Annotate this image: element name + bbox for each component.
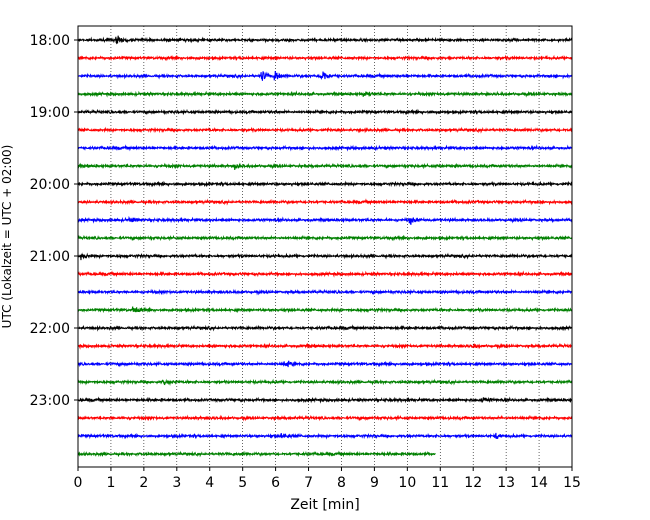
x-tick-label: 3 bbox=[172, 475, 181, 491]
x-tick-label: 1 bbox=[106, 475, 115, 491]
x-tick-label: 11 bbox=[431, 475, 449, 491]
trace-1830 bbox=[77, 70, 573, 81]
x-tick-label: 9 bbox=[370, 475, 379, 491]
trace-1915 bbox=[77, 126, 573, 134]
trace-1945 bbox=[77, 162, 573, 171]
trace-2145 bbox=[77, 306, 573, 314]
y-tick-label: 21:00 bbox=[30, 249, 70, 265]
trace-1845 bbox=[77, 90, 573, 98]
trace-2045 bbox=[77, 234, 573, 242]
trace-2230 bbox=[77, 360, 573, 368]
x-tick-label: 10 bbox=[398, 475, 416, 491]
trace-2000 bbox=[77, 180, 573, 188]
trace-2315 bbox=[77, 414, 573, 422]
trace-2015 bbox=[77, 198, 573, 206]
trace-2100 bbox=[77, 252, 573, 261]
y-tick-label: 23:00 bbox=[30, 393, 70, 409]
y-axis: 18:00 19:00 20:00 21:00 22:00 23:00 bbox=[30, 33, 78, 409]
x-tick-label: 2 bbox=[139, 475, 148, 491]
x-tick-label: 5 bbox=[238, 475, 247, 491]
trace-2215 bbox=[77, 342, 573, 350]
y-tick-label: 22:00 bbox=[30, 321, 70, 337]
x-axis: 0 1 2 3 4 5 6 7 8 9 10 11 12 13 14 15 bbox=[74, 467, 581, 491]
trace-2115 bbox=[77, 270, 573, 278]
x-axis-label: Zeit [min] bbox=[290, 497, 359, 513]
trace-2345 bbox=[77, 450, 436, 458]
y-tick-label: 18:00 bbox=[30, 33, 70, 49]
x-tick-label: 6 bbox=[271, 475, 280, 491]
y-tick-label: 19:00 bbox=[30, 105, 70, 121]
x-tick-label: 0 bbox=[74, 475, 83, 491]
x-tick-label: 15 bbox=[563, 475, 581, 491]
trace-2200 bbox=[77, 324, 573, 332]
trace-2330 bbox=[77, 432, 573, 440]
plot-frame bbox=[77, 25, 573, 468]
trace-2300 bbox=[77, 396, 572, 404]
y-axis-label: UTC (Lokalzeit = UTC + 02:00) bbox=[0, 145, 14, 329]
x-tick-label: 12 bbox=[464, 475, 482, 491]
x-tick-label: 8 bbox=[337, 475, 346, 491]
trace-1800 bbox=[77, 35, 573, 45]
trace-2130 bbox=[77, 288, 573, 296]
x-tick-label: 13 bbox=[497, 475, 515, 491]
y-tick-label: 20:00 bbox=[30, 177, 70, 193]
trace-2030 bbox=[77, 215, 573, 225]
trace-1815 bbox=[77, 54, 573, 62]
trace-group bbox=[77, 35, 573, 458]
x-tick-label: 4 bbox=[205, 475, 214, 491]
x-tick-label: 14 bbox=[530, 475, 548, 491]
x-tick-label: 7 bbox=[304, 475, 313, 491]
trace-1900 bbox=[77, 108, 573, 116]
trace-2245 bbox=[77, 378, 573, 386]
trace-1930 bbox=[77, 144, 573, 152]
